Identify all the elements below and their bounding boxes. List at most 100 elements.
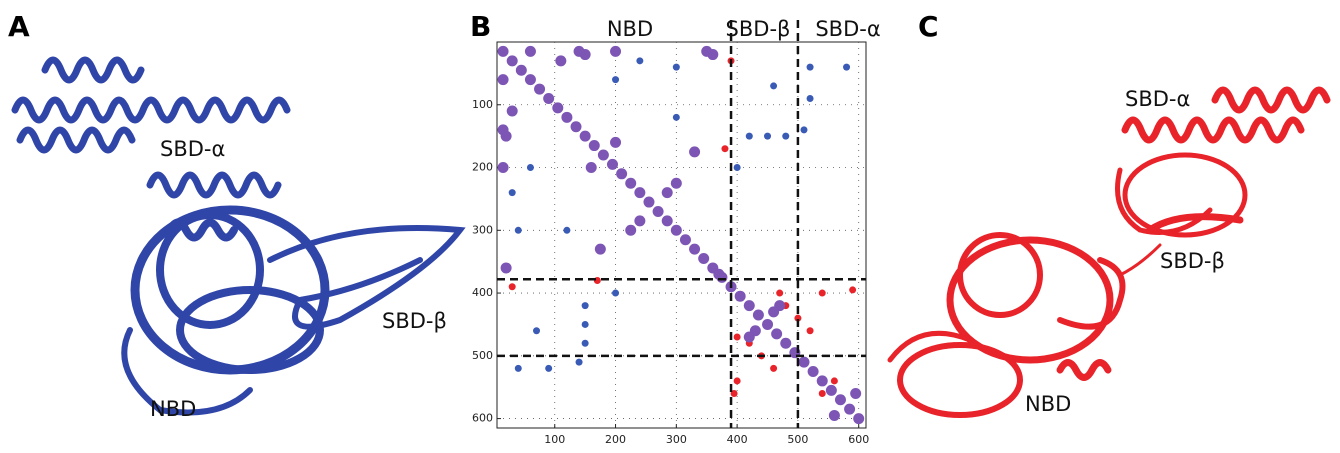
contact-point	[734, 290, 746, 302]
contact-point	[555, 55, 567, 67]
x-tick-label: 500	[787, 433, 808, 446]
contact-point	[762, 318, 774, 330]
contact-point	[610, 136, 622, 148]
contact-point	[770, 364, 778, 372]
contact-point	[818, 289, 826, 297]
domain-label: SBD-α	[1125, 87, 1190, 111]
contact-point	[610, 45, 622, 57]
contact-point	[497, 124, 509, 136]
contact-point	[652, 205, 664, 217]
contact-point	[828, 409, 840, 421]
contact-point	[721, 145, 729, 153]
contact-point	[561, 111, 573, 123]
contact-point	[533, 327, 541, 335]
contact-point	[749, 325, 761, 337]
contact-point	[670, 224, 682, 236]
contact-point	[524, 74, 536, 86]
contact-point	[844, 403, 856, 415]
contact-point	[752, 309, 764, 321]
contact-point	[625, 177, 637, 189]
contact-point	[794, 314, 802, 322]
contact-point	[607, 158, 619, 170]
contact-point	[545, 364, 553, 372]
contact-point	[733, 333, 741, 341]
contact-point	[634, 215, 646, 227]
contact-point	[594, 243, 606, 255]
contact-point	[843, 63, 851, 71]
panel-label: C	[918, 10, 939, 43]
contact-point	[830, 377, 838, 385]
contact-point	[643, 196, 655, 208]
contact-point	[771, 328, 783, 340]
contact-point	[698, 253, 710, 265]
domain-label: SBD-β	[382, 309, 447, 333]
structure-a	[11, 56, 466, 416]
domain-label: NBD	[1025, 392, 1071, 416]
region-label: SBD-α	[815, 17, 880, 41]
x-tick-label: 600	[848, 433, 869, 446]
contact-point	[818, 389, 826, 397]
contact-point	[679, 234, 691, 246]
contact-point	[806, 327, 814, 335]
contact-point	[743, 300, 755, 312]
y-tick-label: 500	[472, 349, 493, 362]
y-tick-label: 600	[472, 412, 493, 425]
contact-point	[612, 76, 620, 84]
panel-label: A	[8, 10, 30, 43]
contact-point	[672, 63, 680, 71]
contact-point	[730, 389, 738, 397]
contact-point	[806, 94, 814, 102]
contact-point	[575, 358, 583, 366]
contact-point	[508, 189, 516, 197]
contact-point	[798, 356, 810, 368]
contact-point	[579, 130, 591, 142]
contact-point	[689, 243, 701, 255]
contact-point	[581, 302, 589, 310]
contact-point	[552, 102, 564, 114]
contact-point	[807, 366, 819, 378]
panel-label: B	[470, 10, 491, 43]
contact-point	[616, 168, 628, 180]
y-tick-label: 200	[472, 161, 493, 174]
x-tick-label: 300	[666, 433, 687, 446]
contact-point	[770, 82, 778, 90]
region-label: NBD	[607, 17, 653, 41]
contact-point	[534, 83, 546, 95]
contact-point	[670, 177, 682, 189]
contact-point	[689, 146, 701, 158]
contact-point	[834, 394, 846, 406]
contact-point	[625, 224, 637, 236]
contact-point	[497, 74, 509, 86]
contact-point	[853, 413, 865, 425]
contact-point	[612, 289, 620, 297]
y-tick-label: 300	[472, 223, 493, 236]
contact-point	[661, 215, 673, 227]
contact-point	[581, 339, 589, 347]
contact-point	[514, 364, 522, 372]
x-tick-label: 200	[605, 433, 626, 446]
contact-point	[634, 187, 646, 199]
contact-point	[497, 162, 509, 174]
domain-label: SBD-α	[160, 137, 225, 161]
contact-point	[570, 121, 582, 133]
contact-point	[573, 45, 585, 57]
domain-label: NBD	[150, 397, 196, 421]
contact-point	[506, 105, 518, 117]
contact-point	[661, 187, 673, 199]
contact-point	[500, 262, 512, 274]
contact-point	[524, 45, 536, 57]
contact-point	[672, 113, 680, 121]
contact-map: 100 200 300 400 500 600 100 200 300 400 500 600	[472, 20, 869, 446]
contact-point	[597, 149, 609, 161]
contact-point	[825, 384, 837, 396]
contact-point	[745, 132, 753, 140]
contact-point	[768, 306, 780, 318]
contact-point	[526, 164, 534, 172]
structure-c	[887, 86, 1331, 418]
contact-point	[733, 377, 741, 385]
contact-point	[636, 57, 644, 65]
contact-point	[514, 226, 522, 234]
contact-point	[764, 132, 772, 140]
region-label: SBD-β	[726, 17, 791, 41]
